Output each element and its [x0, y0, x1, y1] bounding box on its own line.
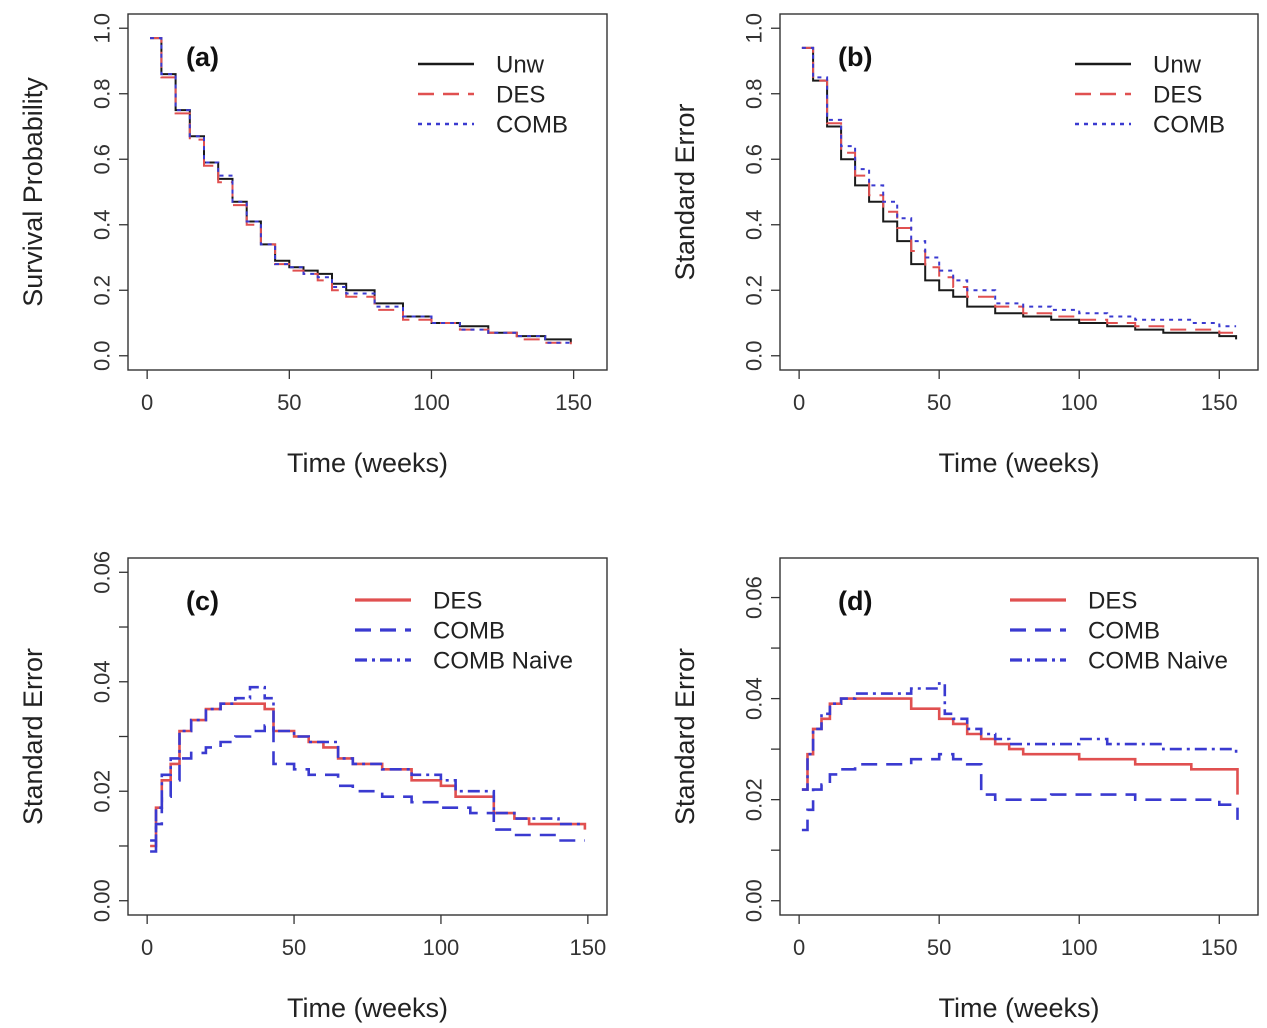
y-tick-label: 0.02 — [742, 778, 767, 821]
legend-label: COMB Naive — [433, 647, 573, 674]
x-axis-label: Time (weeks) — [938, 993, 1099, 1023]
panel-d: 0 50 100 150 0.00 0.02 0.04 0.06 Time (weeks) Sta… — [670, 557, 1259, 1023]
x-tick-label: 100 — [413, 390, 450, 415]
series-line-comb — [150, 37, 571, 344]
y-tick-label: 0.04 — [90, 660, 115, 703]
legend-label: Unw — [496, 51, 545, 78]
legend-label: Unw — [1153, 51, 1202, 78]
x-axis-label: Time (weeks) — [287, 448, 448, 478]
y-tick-label: 0.6 — [742, 144, 767, 175]
y-tick-label: 0.8 — [742, 78, 767, 109]
series-line-des — [801, 697, 1239, 795]
x-tick-label: 100 — [1061, 390, 1098, 415]
legend-label: DES — [496, 81, 545, 108]
legend-label: COMB Naive — [1088, 647, 1228, 674]
y-tick-label: 0.6 — [90, 144, 115, 175]
x-tick-label: 50 — [927, 390, 951, 415]
y-tick-label: 0.0 — [90, 340, 115, 371]
y-tick-label: 0.00 — [742, 879, 767, 922]
x-tick-label: 150 — [555, 390, 592, 415]
y-tick-label: 0.02 — [90, 770, 115, 813]
legend-label: COMB — [496, 111, 568, 138]
panel-b: 0 50 100 150 0.0 0.2 0.4 0.6 0.8 1.0 Time (weeks) S… — [670, 13, 1259, 478]
x-tick-label: 0 — [793, 390, 805, 415]
plot-frame — [127, 13, 608, 371]
panel-label: (b) — [838, 42, 872, 72]
y-tick-label: 0.06 — [90, 551, 115, 594]
series-line-unw — [801, 46, 1238, 340]
x-axis-label: Time (weeks) — [938, 448, 1099, 478]
x-tick-label: 150 — [569, 935, 606, 960]
y-tick-label: 0.4 — [742, 209, 767, 240]
y-tick-label: 0.8 — [90, 78, 115, 109]
series-line-comb-naive — [801, 682, 1238, 791]
series-line-comb — [801, 752, 1239, 832]
y-tick-label: 0.2 — [742, 275, 767, 306]
x-tick-label: 150 — [1201, 935, 1238, 960]
x-tick-label: 50 — [282, 935, 306, 960]
panel-a: 0 50 100 150 0.0 0.2 0.4 0.6 0.8 1.0 Time (weeks) S… — [18, 13, 608, 478]
x-tick-label: 100 — [423, 935, 460, 960]
plot-frame — [779, 557, 1259, 916]
legend-label: COMB — [433, 617, 505, 644]
y-axis-label: Standard Error — [18, 648, 48, 825]
x-tick-label: 150 — [1201, 390, 1238, 415]
legend-label: COMB — [1088, 617, 1160, 644]
y-tick-label: 0.00 — [90, 879, 115, 922]
x-tick-label: 0 — [141, 935, 153, 960]
legend-label: DES — [1088, 587, 1137, 614]
y-axis-label: Survival Probability — [18, 77, 48, 307]
y-tick-label: 0.0 — [742, 340, 767, 371]
y-axis-label: Standard Error — [670, 648, 700, 825]
legend-label: DES — [1153, 81, 1202, 108]
x-axis-label: Time (weeks) — [287, 993, 448, 1023]
y-tick-label: 0.2 — [90, 275, 115, 306]
x-tick-label: 50 — [927, 935, 951, 960]
panel-label: (a) — [186, 42, 219, 72]
x-tick-label: 100 — [1061, 935, 1098, 960]
series-line-des — [150, 702, 587, 848]
y-tick-label: 0.06 — [742, 576, 767, 619]
y-tick-label: 1.0 — [742, 13, 767, 44]
panel-label: (c) — [186, 586, 219, 616]
legend-label: DES — [433, 587, 482, 614]
plot-frame — [779, 13, 1259, 371]
y-tick-label: 1.0 — [90, 13, 115, 44]
y-tick-label: 0.04 — [742, 677, 767, 720]
series-line-comb-naive — [150, 685, 585, 842]
panel-c: 0 50 100 150 0.00 0.02 0.04 0.06 Time (weeks) Sta… — [18, 551, 608, 1023]
x-tick-label: 0 — [793, 935, 805, 960]
x-tick-label: 50 — [277, 390, 301, 415]
y-axis-label: Standard Error — [670, 103, 700, 280]
series-line-comb — [150, 724, 585, 853]
legend-label: COMB — [1153, 111, 1225, 138]
y-tick-label: 0.4 — [90, 209, 115, 240]
x-tick-label: 0 — [141, 390, 153, 415]
panel-label: (d) — [838, 586, 872, 616]
